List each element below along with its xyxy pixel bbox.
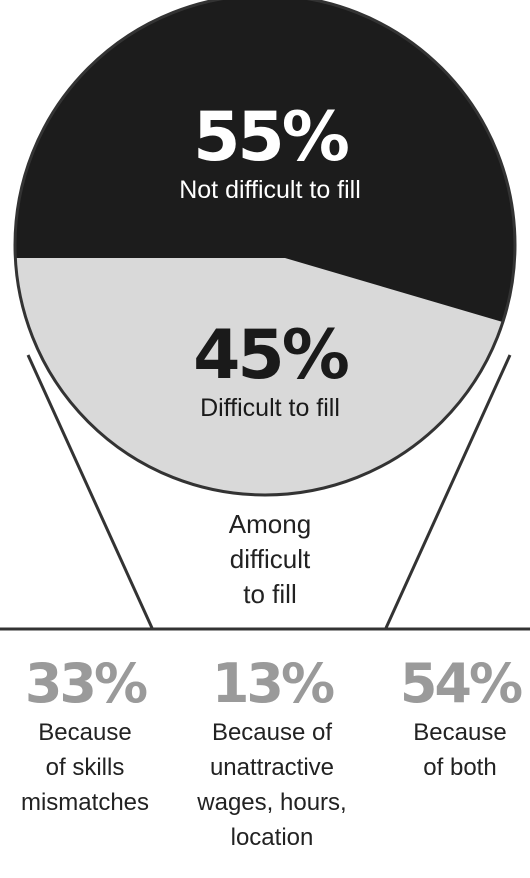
breakdown-label-wages-line-3: wages, hours, bbox=[196, 789, 346, 816]
breakdown-caption-line-1: Among bbox=[229, 509, 311, 539]
pie-outline bbox=[13, 0, 517, 497]
breakdown-pct-skills: 33% bbox=[25, 652, 147, 715]
pie-label-difficult: Difficult to fill bbox=[200, 394, 340, 422]
funnel-line-left bbox=[26, 354, 154, 629]
breakdown-label-wages-line-1: Because of bbox=[212, 719, 332, 746]
breakdown-caption-line-2: difficult bbox=[230, 544, 311, 574]
breakdown-label-wages-line-2: unattractive bbox=[210, 754, 334, 781]
pie-chart bbox=[15, 0, 515, 495]
breakdown-caption-line-3: to fill bbox=[243, 579, 296, 609]
breakdown-pct-wages: 13% bbox=[212, 652, 334, 715]
pie-label-not-difficult: Not difficult to fill bbox=[179, 176, 361, 204]
pie-slice-not-difficult bbox=[15, 0, 515, 330]
pie-pct-not-difficult: 55% bbox=[193, 98, 348, 177]
breakdown-label-skills-line-2: of skills bbox=[46, 754, 125, 781]
breakdown-label-both-line-1: Because bbox=[413, 719, 506, 746]
breakdown-label-wages-line-4: location bbox=[231, 824, 314, 851]
breakdown-label-both-line-2: of both bbox=[423, 754, 496, 781]
breakdown-pct-both: 54% bbox=[400, 652, 522, 715]
breakdown-label-skills-line-3: mismatches bbox=[21, 789, 149, 816]
funnel-line-right bbox=[384, 354, 512, 629]
pie-pct-difficult: 45% bbox=[193, 316, 348, 395]
breakdown-label-skills-line-1: Because bbox=[38, 719, 131, 746]
